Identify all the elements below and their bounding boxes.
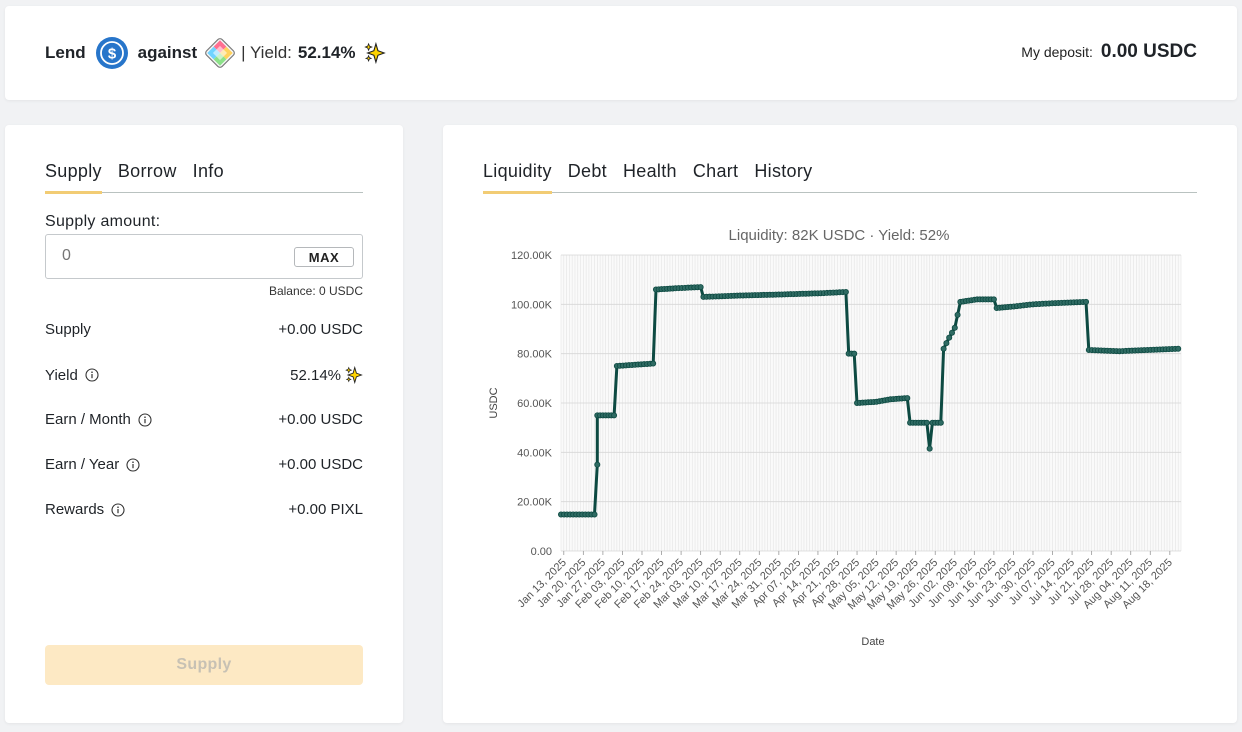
- usdc-coin-icon: $: [95, 37, 128, 69]
- stat-value: +0.00 USDC: [278, 321, 363, 338]
- tab-history[interactable]: History: [754, 161, 813, 181]
- sparkle-icon: [363, 42, 386, 64]
- series-point: [990, 296, 997, 303]
- stat-row-supply: Supply +0.00 USDC: [45, 321, 363, 338]
- chart-y-ticks: 0.00 20.00K 40.00K 60.00K 80.00K 100.00K 120.0…: [511, 250, 553, 558]
- deposit-label: My deposit:: [1021, 44, 1093, 60]
- stat-value: +0.00 PIXL: [288, 501, 363, 518]
- supply-amount-input[interactable]: [62, 247, 262, 265]
- y-tick-label: 80.00K: [517, 349, 553, 361]
- sparkle-icon: [345, 366, 363, 384]
- tab-info[interactable]: Info: [192, 161, 224, 181]
- info-icon[interactable]: [138, 412, 152, 427]
- series-point: [940, 345, 947, 352]
- stat-row-yield: Yield 52.14%: [45, 366, 363, 384]
- stat-row-rewards: Rewards +0.00 PIXL: [45, 501, 363, 518]
- liquidity-chart: Liquidity: 82K USDC · Yield: 52% 0.00 20.…: [488, 227, 1182, 648]
- stat-value: +0.00 USDC: [278, 411, 363, 428]
- y-tick-label: 100.00K: [511, 299, 553, 311]
- info-icon[interactable]: [111, 502, 125, 517]
- series-point: [1083, 298, 1090, 305]
- action-tabs: Supply Borrow Info: [45, 161, 363, 194]
- series-point: [591, 511, 598, 518]
- series-point: [842, 288, 849, 295]
- stat-label: Supply: [45, 321, 91, 338]
- tab-liquidity[interactable]: Liquidity: [483, 161, 552, 194]
- header-card: Lend $ against | Yield: 52.14% My depos: [5, 6, 1237, 100]
- series-point: [697, 284, 704, 291]
- deposit-value: 0.00 USDC: [1100, 41, 1197, 62]
- supply-button[interactable]: Supply: [45, 645, 363, 685]
- max-button[interactable]: MAX: [294, 247, 354, 267]
- y-tick-label: 20.00K: [517, 497, 553, 509]
- pixl-token-icon: [205, 38, 236, 68]
- stat-label: Earn / Year: [45, 456, 120, 473]
- stat-label: Earn / Month: [45, 411, 131, 428]
- series-point: [937, 419, 944, 426]
- y-tick-label: 0.00: [531, 546, 552, 558]
- series-point: [650, 360, 657, 367]
- series-point: [948, 329, 955, 336]
- chart-title: Liquidity: 82K USDC · Yield: 52%: [729, 227, 950, 244]
- supply-amount-field: MAX: [45, 234, 363, 279]
- chart-series: [558, 284, 1182, 518]
- series-point: [904, 395, 911, 402]
- supply-panel: Supply Borrow Info Supply amount: MAX Ba…: [5, 125, 403, 723]
- my-deposit: My deposit: 0.00 USDC: [1021, 41, 1197, 63]
- series-point: [951, 324, 958, 331]
- lend-label: Lend: [45, 43, 86, 62]
- y-tick-label: 120.00K: [511, 250, 553, 262]
- balance-text: Balance: 0 USDC: [268, 284, 363, 298]
- tab-borrow[interactable]: Borrow: [117, 161, 177, 181]
- series-point: [943, 340, 950, 347]
- yield-label: | Yield:: [241, 43, 292, 62]
- market-details-panel: Liquidity Debt Health Chart History Liqu…: [443, 125, 1237, 723]
- chart-x-label: Date: [861, 636, 884, 648]
- stat-label: Rewards: [45, 501, 105, 518]
- y-tick-label: 60.00K: [517, 398, 553, 410]
- details-tabs: Liquidity Debt Health Chart History: [483, 161, 1197, 194]
- series-point: [923, 419, 930, 426]
- stat-label: Yield: [45, 366, 78, 384]
- series-point: [946, 334, 953, 341]
- series-point: [594, 461, 601, 468]
- yield-value: 52.14%: [297, 43, 356, 62]
- stat-value: 52.14%: [290, 366, 341, 384]
- tab-chart[interactable]: Chart: [692, 161, 739, 181]
- tab-supply[interactable]: Supply: [45, 161, 102, 194]
- chart-y-label: USDC: [488, 387, 500, 418]
- info-icon[interactable]: [126, 457, 140, 472]
- series-point: [954, 311, 961, 318]
- stat-value: +0.00 USDC: [278, 456, 363, 473]
- stat-row-earn-month: Earn / Month +0.00 USDC: [45, 411, 363, 428]
- info-icon[interactable]: [85, 368, 99, 382]
- tab-debt[interactable]: Debt: [567, 161, 607, 181]
- against-label: against: [137, 43, 198, 62]
- market-title: Lend $ against | Yield: 52.14%: [45, 37, 386, 69]
- series-point: [611, 412, 618, 419]
- stat-row-earn-year: Earn / Year +0.00 USDC: [45, 456, 363, 473]
- series-point: [851, 350, 858, 357]
- series-point: [926, 445, 933, 452]
- tab-health[interactable]: Health: [622, 161, 677, 181]
- supply-amount-label: Supply amount:: [45, 213, 161, 230]
- y-tick-label: 40.00K: [517, 447, 553, 459]
- series-point: [1175, 345, 1182, 352]
- svg-text:$: $: [107, 46, 116, 63]
